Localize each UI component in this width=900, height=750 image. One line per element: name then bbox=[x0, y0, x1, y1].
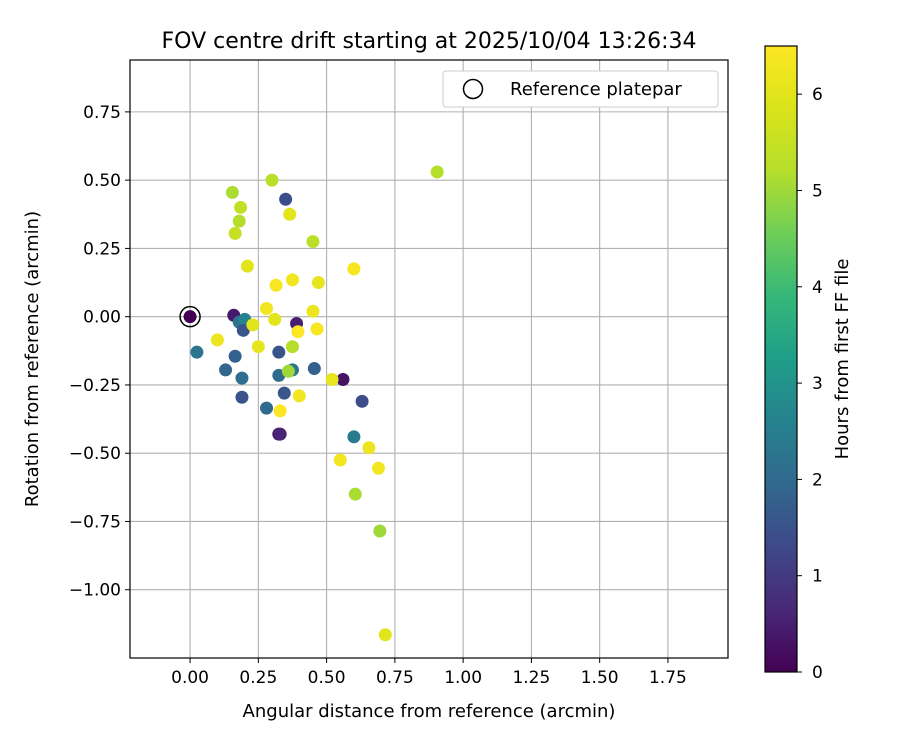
data-point bbox=[273, 427, 287, 441]
y-tick-label: −1.00 bbox=[69, 581, 121, 601]
x-tick-label: 1.50 bbox=[581, 668, 619, 688]
x-tick-label: 0.00 bbox=[171, 668, 209, 688]
data-point bbox=[281, 364, 295, 378]
data-point bbox=[260, 301, 274, 315]
data-point bbox=[228, 349, 242, 363]
data-point bbox=[373, 524, 387, 538]
data-point bbox=[234, 200, 248, 214]
colorbar-tick-label: 5 bbox=[812, 181, 823, 201]
grid-lines bbox=[130, 60, 728, 658]
data-point bbox=[183, 310, 197, 324]
y-axis-label: Rotation from reference (arcmin) bbox=[22, 211, 43, 507]
colorbar-tick-label: 4 bbox=[812, 278, 823, 298]
data-point bbox=[378, 628, 392, 642]
scatter-series bbox=[179, 165, 444, 642]
y-tick-label: 0.75 bbox=[83, 103, 121, 123]
data-point bbox=[347, 262, 361, 276]
y-tick-label: −0.25 bbox=[69, 376, 121, 396]
data-point bbox=[279, 192, 293, 206]
data-point bbox=[228, 226, 242, 240]
data-point bbox=[225, 185, 239, 199]
y-tick-label: 0.00 bbox=[83, 308, 121, 328]
x-tick-label: 1.75 bbox=[649, 668, 687, 688]
data-point bbox=[307, 362, 321, 376]
data-point bbox=[265, 173, 279, 187]
chart-title: FOV centre drift starting at 2025/10/04 … bbox=[162, 29, 697, 54]
data-point bbox=[371, 461, 385, 475]
colorbar-label: Hours from first FF file bbox=[832, 259, 853, 460]
x-tick-label: 0.25 bbox=[239, 668, 277, 688]
data-point bbox=[283, 207, 297, 221]
data-point bbox=[232, 214, 246, 228]
legend: Reference platepar bbox=[442, 70, 719, 108]
data-point bbox=[306, 304, 320, 318]
y-axis: 0.75 0.50 0.25 0.00 −0.25 −0.50 −0.75 −1.00 bbox=[69, 103, 130, 601]
data-point bbox=[311, 276, 325, 290]
data-point bbox=[251, 340, 265, 354]
data-point bbox=[219, 363, 233, 377]
data-point bbox=[273, 404, 287, 418]
colorbar-tick-label: 1 bbox=[812, 567, 823, 587]
data-point bbox=[277, 386, 291, 400]
data-point bbox=[235, 371, 249, 385]
colorbar-tick-label: 3 bbox=[812, 374, 823, 394]
reference-platepar-marker bbox=[179, 305, 201, 328]
data-point bbox=[236, 323, 250, 337]
x-axis-label: Angular distance from reference (arcmin) bbox=[243, 701, 616, 722]
data-point bbox=[285, 273, 299, 287]
colorbar-ticks: 0 1 2 3 4 5 6 bbox=[797, 85, 823, 683]
data-point bbox=[260, 401, 274, 415]
data-point bbox=[291, 325, 305, 339]
data-point bbox=[362, 441, 376, 455]
data-point bbox=[272, 345, 286, 359]
data-point bbox=[240, 259, 254, 273]
colorbar-tick-label: 0 bbox=[812, 663, 823, 683]
data-point bbox=[268, 312, 282, 326]
data-point bbox=[235, 390, 249, 404]
colorbar-gradient bbox=[764, 45, 798, 673]
y-tick-label: −0.75 bbox=[69, 512, 121, 532]
data-point bbox=[347, 430, 361, 444]
data-point bbox=[325, 372, 339, 386]
x-tick-label: 1.00 bbox=[444, 668, 482, 688]
data-point bbox=[355, 394, 369, 408]
data-point bbox=[430, 165, 444, 179]
data-point bbox=[210, 333, 224, 347]
data-point bbox=[269, 278, 283, 292]
plot-frame bbox=[129, 59, 729, 659]
y-tick-label: 0.25 bbox=[83, 239, 121, 259]
legend-marker bbox=[462, 78, 484, 100]
data-point bbox=[310, 322, 324, 336]
x-tick-label: 0.75 bbox=[376, 668, 414, 688]
data-point bbox=[246, 318, 260, 332]
colorbar-tick-label: 2 bbox=[812, 470, 823, 490]
data-point bbox=[292, 389, 306, 403]
x-axis: 0.00 0.25 0.50 0.75 1.00 1.25 1.50 1.75 bbox=[171, 658, 687, 688]
data-point bbox=[285, 340, 299, 354]
y-tick-label: 0.50 bbox=[83, 171, 121, 191]
legend-label: Reference platepar bbox=[510, 79, 682, 100]
data-point bbox=[348, 487, 362, 501]
colorbar: 0 1 2 3 4 5 6 Hours from first FF file bbox=[764, 45, 853, 683]
legend-box bbox=[442, 70, 719, 108]
data-point bbox=[336, 372, 350, 386]
data-point bbox=[190, 345, 204, 359]
data-point bbox=[333, 453, 347, 467]
x-tick-label: 0.50 bbox=[308, 668, 346, 688]
x-tick-label: 1.25 bbox=[512, 668, 550, 688]
y-tick-label: −0.50 bbox=[69, 444, 121, 464]
data-point bbox=[306, 235, 320, 249]
colorbar-tick-label: 6 bbox=[812, 85, 823, 105]
